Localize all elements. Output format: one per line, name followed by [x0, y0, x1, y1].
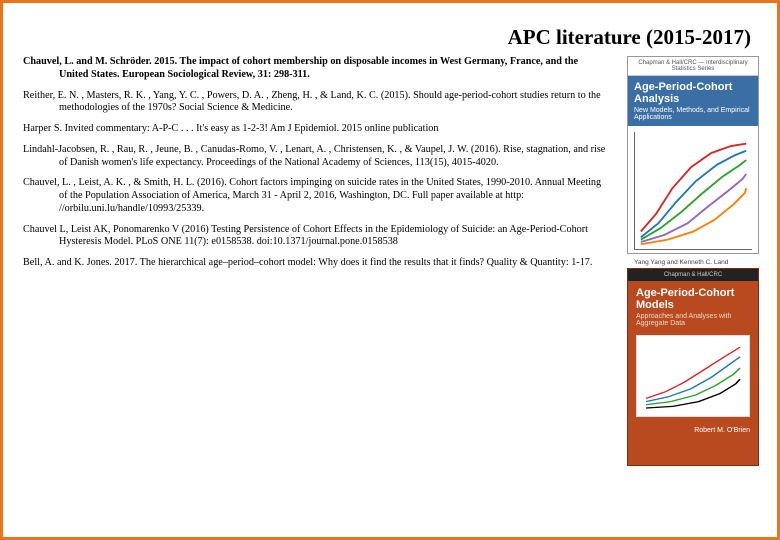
book1-title: Age-Period-Cohort Analysis	[634, 81, 752, 105]
reference-item: Harper S. Invited commentary: A-P-C . . …	[23, 123, 609, 136]
book1-chart-svg	[635, 132, 752, 249]
book-cover-1: Chapman & Hall/CRC — Interdisciplinary S…	[627, 56, 759, 254]
slide-frame: APC literature (2015-2017) Chauvel, L. a…	[0, 0, 780, 540]
page-title: APC literature (2015-2017)	[23, 25, 751, 50]
reference-item: Chauvel, L. , Leist, A. K. , & Smith, H.…	[23, 177, 609, 215]
reference-item: Reither, E. N. , Masters, R. K. , Yang, …	[23, 90, 609, 116]
reference-item: Lindahl-Jacobsen, R. , Rau, R. , Jeune, …	[23, 144, 609, 170]
body-row: Chauvel, L. and M. Schröder. 2015. The i…	[23, 56, 759, 523]
reference-item: Chauvel, L. and M. Schröder. 2015. The i…	[23, 56, 609, 82]
book2-series: Chapman & Hall/CRC	[628, 269, 758, 281]
book1-titlebar: Age-Period-Cohort Analysis New Models, M…	[628, 76, 758, 126]
book2-subtitle: Approaches and Analyses with Aggregate D…	[636, 313, 750, 327]
book2-title: Age-Period-Cohort Models	[636, 287, 750, 311]
book-cover-2: Chapman & Hall/CRC Age-Period-Cohort Mod…	[627, 268, 759, 466]
book1-series: Chapman & Hall/CRC — Interdisciplinary S…	[628, 57, 758, 76]
book2-author: Robert M. O'Brien	[628, 423, 758, 440]
reference-item: Chauvel L, Leist AK, Ponomarenko V (2016…	[23, 224, 609, 250]
header-row: APC literature (2015-2017)	[23, 19, 759, 50]
book2-chart	[636, 335, 750, 417]
book1-chart	[634, 132, 752, 250]
book1-subtitle: New Models, Methods, and Empirical Appli…	[634, 107, 752, 121]
book2-titlebar: Age-Period-Cohort Models Approaches and …	[628, 281, 758, 329]
reference-list: Chauvel, L. and M. Schröder. 2015. The i…	[23, 56, 609, 523]
reference-item: Bell, A. and K. Jones. 2017. The hierarc…	[23, 257, 609, 270]
title-wrap: APC literature (2015-2017)	[23, 19, 759, 50]
book-covers-column: Chapman & Hall/CRC — Interdisciplinary S…	[619, 56, 759, 523]
book2-chart-svg	[637, 336, 749, 416]
